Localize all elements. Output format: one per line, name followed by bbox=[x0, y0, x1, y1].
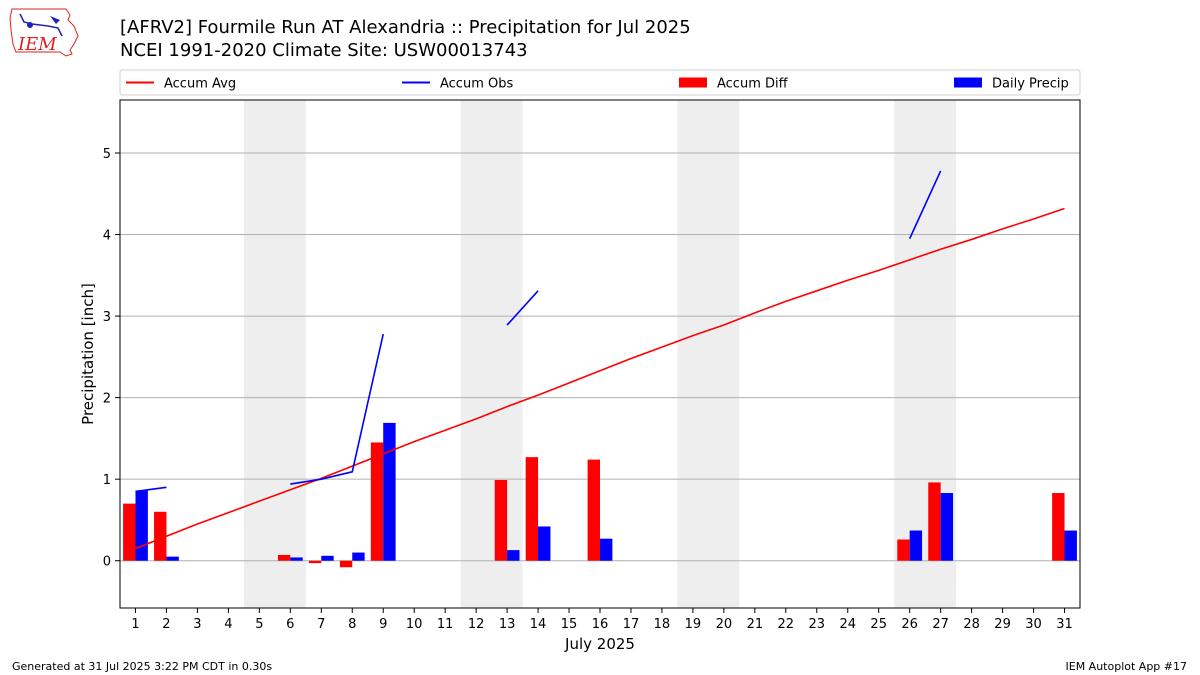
iem-logo-graphic: IEM bbox=[9, 8, 79, 57]
accum-diff-bar bbox=[339, 560, 353, 568]
x-tick-label: 6 bbox=[286, 617, 294, 632]
x-tick-label: 25 bbox=[870, 617, 887, 632]
y-tick-label: 5 bbox=[103, 147, 111, 162]
x-tick-label: 16 bbox=[592, 617, 609, 632]
daily-precip-bar bbox=[383, 422, 396, 561]
accum-avg-line bbox=[135, 207, 1065, 550]
daily-precip-bar bbox=[507, 550, 520, 561]
y-tick-label: 1 bbox=[103, 473, 111, 488]
accum-diff-bar bbox=[494, 479, 508, 561]
legend-box bbox=[119, 69, 1081, 96]
x-tick-label: 1 bbox=[131, 617, 139, 632]
daily-precip-bar bbox=[290, 557, 303, 561]
legend-accum-obs-label: Accum Obs bbox=[440, 77, 513, 92]
daily-precip-bar bbox=[135, 490, 148, 561]
x-tick-label: 17 bbox=[623, 617, 640, 632]
accum-diff-bar bbox=[123, 503, 136, 561]
x-tick-label: 4 bbox=[224, 617, 232, 632]
accum-diff-bar bbox=[1052, 493, 1065, 561]
daily-precip-bar bbox=[940, 493, 954, 561]
accum-obs-line bbox=[135, 486, 167, 493]
x-tick-label: 2 bbox=[162, 617, 170, 632]
x-tick-label: 15 bbox=[561, 617, 578, 632]
iem-logo: IEM bbox=[8, 6, 82, 62]
legend-accum-diff-label: Accum Diff bbox=[717, 77, 789, 92]
y-axis-label: Precipitation [inch] bbox=[79, 283, 97, 425]
x-tick-label: 19 bbox=[685, 617, 702, 632]
x-tick-label: 12 bbox=[468, 617, 485, 632]
x-tick-label: 20 bbox=[716, 617, 733, 632]
weekend-shade bbox=[460, 100, 523, 608]
weekend-shade bbox=[677, 100, 740, 608]
accum-obs-line bbox=[506, 290, 539, 326]
x-tick-label: 26 bbox=[901, 617, 918, 632]
x-axis-label: July 2025 bbox=[564, 635, 635, 653]
daily-precip-bar bbox=[166, 556, 179, 561]
x-tick-label: 31 bbox=[1056, 617, 1073, 632]
x-tick-label: 22 bbox=[778, 617, 795, 632]
daily-precip-bar bbox=[538, 526, 551, 561]
chart-subtitle: NCEI 1991-2020 Climate Site: USW00013743 bbox=[120, 40, 528, 61]
x-tick-label: 10 bbox=[406, 617, 423, 632]
daily-precip-bar bbox=[909, 530, 923, 561]
daily-precip-bar bbox=[1064, 530, 1077, 561]
accum-diff-bar bbox=[525, 457, 539, 561]
x-tick-label: 8 bbox=[348, 617, 356, 632]
accum-obs-line bbox=[290, 333, 385, 485]
x-tick-label: 14 bbox=[530, 617, 547, 632]
x-tick-label: 13 bbox=[499, 617, 516, 632]
daily-precip-bar bbox=[321, 555, 334, 561]
x-tick-label: 28 bbox=[963, 617, 980, 632]
weekend-shade bbox=[243, 100, 306, 608]
y-tick-label: 0 bbox=[103, 555, 111, 570]
x-tick-label: 30 bbox=[1025, 617, 1042, 632]
daily-precip-bar bbox=[352, 552, 365, 561]
logo-text: IEM bbox=[17, 34, 57, 55]
accum-diff-bar bbox=[154, 511, 167, 561]
x-tick-label: 11 bbox=[437, 617, 454, 632]
x-tick-label: 18 bbox=[654, 617, 671, 632]
x-tick-label: 7 bbox=[317, 617, 325, 632]
x-tick-label: 23 bbox=[809, 617, 826, 632]
accum-diff-bar bbox=[277, 554, 291, 561]
accum-obs-line bbox=[908, 170, 942, 239]
x-tick-label: 3 bbox=[193, 617, 201, 632]
legend-accum-avg-label: Accum Avg bbox=[164, 77, 236, 92]
accum-diff-bar bbox=[587, 459, 600, 561]
legend-daily-precip-swatch bbox=[954, 77, 982, 88]
accum-diff-bar bbox=[308, 560, 322, 564]
y-tick-label: 3 bbox=[103, 310, 111, 325]
generated-footer: Generated at 31 Jul 2025 3:22 PM CDT in … bbox=[12, 660, 273, 673]
legend-daily-precip-label: Daily Precip bbox=[992, 77, 1069, 92]
x-tick-label: 21 bbox=[747, 617, 764, 632]
accum-diff-bar bbox=[370, 442, 384, 561]
x-tick-label: 24 bbox=[839, 617, 856, 632]
accum-diff-bar bbox=[897, 539, 910, 561]
x-tick-label: 9 bbox=[379, 617, 387, 632]
x-tick-label: 27 bbox=[932, 617, 949, 632]
app-footer: IEM Autoplot App #17 bbox=[1065, 660, 1188, 673]
chart-title: [AFRV2] Fourmile Run AT Alexandria :: Pr… bbox=[120, 17, 691, 38]
y-tick-label: 2 bbox=[103, 392, 111, 407]
daily-precip-bar bbox=[600, 538, 613, 561]
y-tick-label: 4 bbox=[103, 229, 111, 244]
legend-accum-diff-swatch bbox=[679, 77, 707, 88]
x-tick-label: 29 bbox=[994, 617, 1011, 632]
x-tick-label: 5 bbox=[255, 617, 263, 632]
accum-diff-bar bbox=[928, 482, 941, 561]
